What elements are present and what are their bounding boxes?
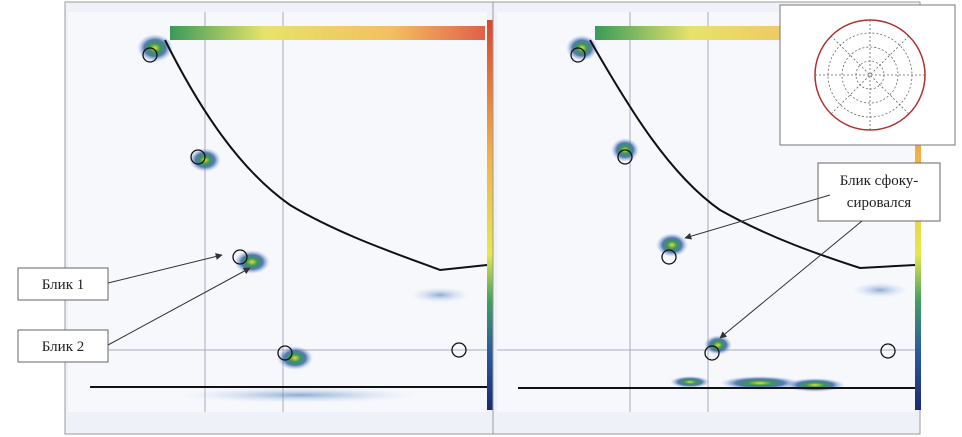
callout-text: Блик 2 (42, 339, 84, 355)
polar-inset (779, 4, 956, 146)
callout-text: Блик 1 (42, 277, 84, 293)
callout-text: сировался (847, 195, 912, 211)
callout-1: Блик 1 (17, 253, 223, 301)
callout-2: Блик 2 (17, 267, 251, 363)
callout-text: Блик сфоку- (840, 173, 919, 189)
callout-3: Блик сфоку- сировался (684, 162, 941, 339)
left-scan (64, 1, 494, 435)
